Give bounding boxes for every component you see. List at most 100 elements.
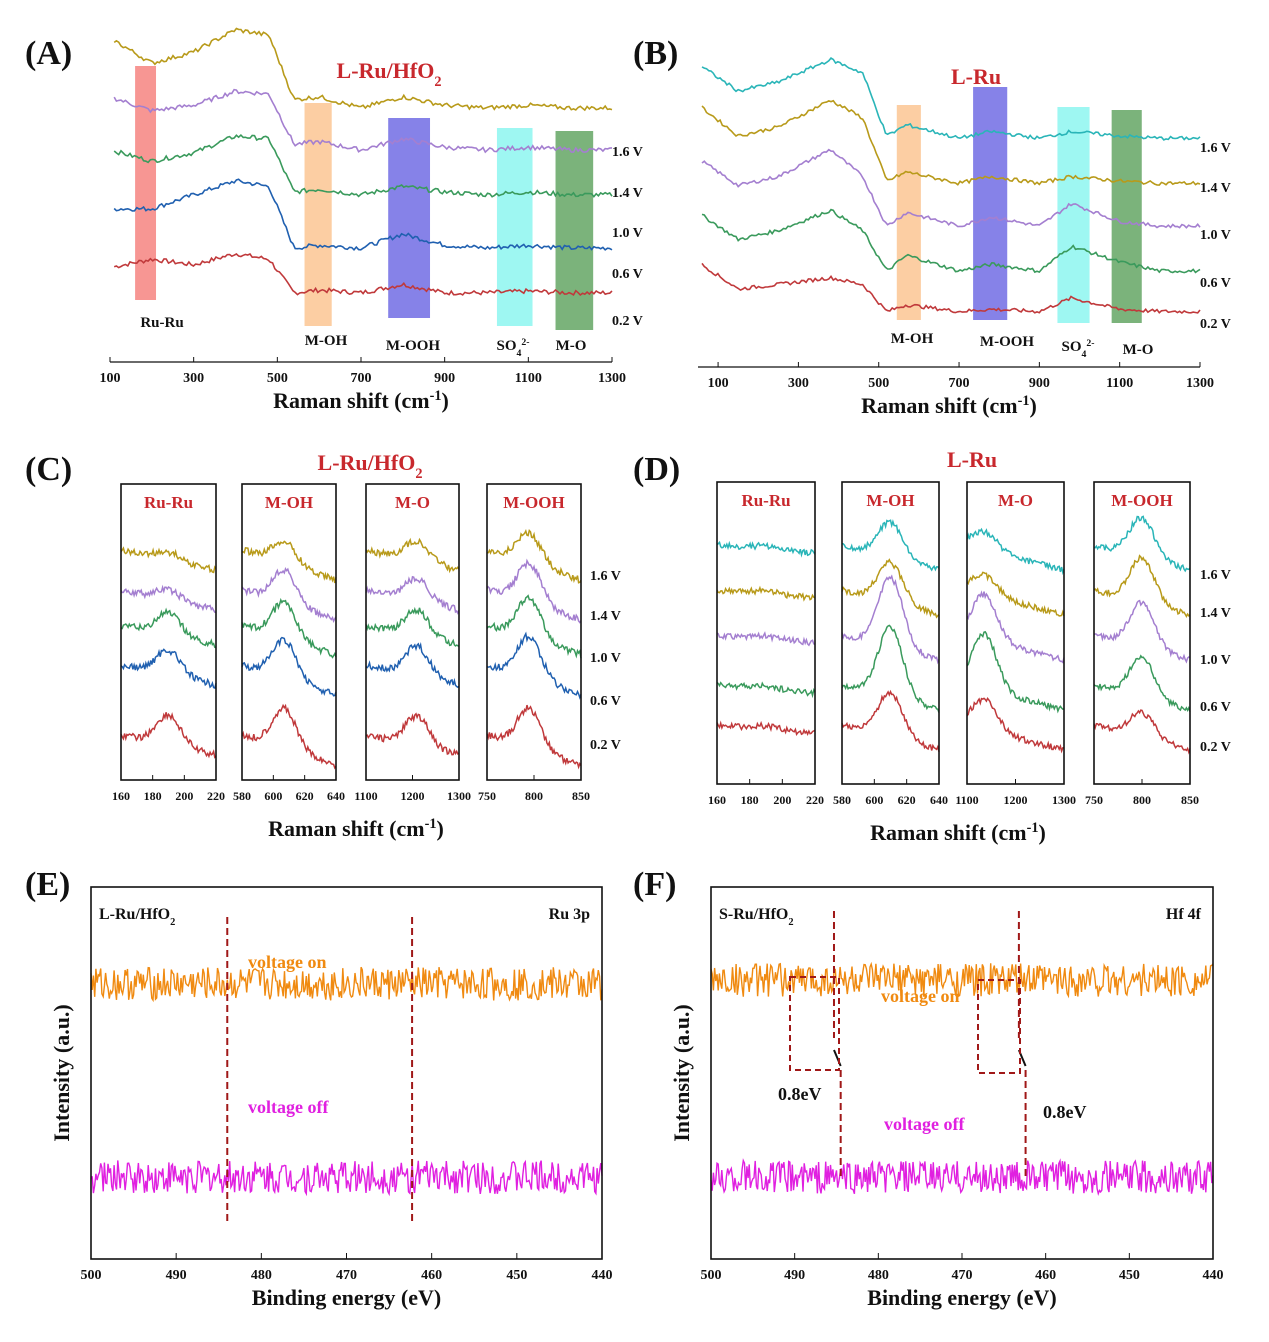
subpanel-title: Ru-Ru — [144, 493, 193, 512]
voltage-label: 0.2 V — [1200, 317, 1231, 332]
panel-label: (A) — [25, 35, 72, 72]
subpanel-series-16V — [1093, 515, 1191, 573]
x-tick-label: 640 — [930, 793, 948, 807]
legend-voltage-off: voltage off — [884, 1114, 965, 1134]
series-line-14V — [113, 88, 613, 154]
x-tick-label: 750 — [1085, 793, 1103, 807]
chart-title: L-Ru/HfO2 — [337, 58, 442, 90]
voltage-label: 1.6 V — [590, 569, 621, 584]
panel-label: (B) — [633, 35, 678, 72]
x-tick-label: 1100 — [955, 793, 978, 807]
x-tick-label: 500 — [868, 376, 889, 391]
shift-label-left: 0.8eV — [778, 1084, 822, 1104]
band-label-0: M-OH — [891, 331, 934, 347]
subpanel-series-16V — [241, 540, 337, 584]
voltage-label: 1.4 V — [612, 186, 643, 201]
subpanel-series-10V — [365, 606, 460, 648]
x-tick-label: 800 — [1133, 793, 1151, 807]
x-tick-label: 220 — [806, 793, 824, 807]
panel-label: (F) — [633, 866, 676, 903]
shift-label-right: 0.8eV — [1043, 1102, 1087, 1122]
x-tick-label: 160 — [112, 789, 130, 803]
series-line-02V — [701, 262, 1201, 315]
subpanel-series-10V — [841, 574, 940, 665]
x-tick-label: 800 — [525, 789, 543, 803]
series-line-02V — [113, 253, 613, 297]
subpanel-frame — [1093, 481, 1191, 785]
x-tick-label: 440 — [592, 1268, 613, 1283]
x-tick-label: 470 — [952, 1268, 973, 1283]
voltage-label: 1.4 V — [590, 609, 621, 624]
subpanel-series-06V — [120, 648, 217, 689]
subpanel-series-06V — [241, 636, 337, 697]
voltage-label: 0.2 V — [590, 738, 621, 753]
highlight-box — [789, 976, 840, 1071]
x-axis-title: Raman shift (cm-1) — [268, 816, 444, 841]
subpanel-series-10V — [966, 590, 1065, 664]
x-tick-label: 900 — [434, 371, 455, 386]
x-tick-label: 460 — [1035, 1268, 1056, 1283]
voltage-label: 1.0 V — [1200, 653, 1231, 668]
panel-label: (C) — [25, 451, 72, 488]
band-label-2: M-OOH — [386, 338, 440, 354]
subpanel-series-02V — [966, 696, 1065, 754]
subpanel-series-14V — [486, 558, 582, 624]
x-tick-label: 640 — [327, 789, 345, 803]
x-tick-label: 100 — [708, 376, 729, 391]
region-label: Hf 4f — [1166, 906, 1202, 923]
x-tick-label: 580 — [233, 789, 251, 803]
subpanel-title: Ru-Ru — [741, 491, 790, 510]
sample-label: L-Ru/HfO2 — [99, 906, 175, 928]
x-tick-label: 850 — [572, 789, 590, 803]
x-tick-label: 1300 — [1186, 376, 1214, 391]
subpanel-series-06V — [365, 642, 460, 689]
x-tick-label: 600 — [865, 793, 883, 807]
subpanel-series-16V — [120, 546, 217, 574]
series-line-10V — [113, 133, 613, 198]
subpanel-series-16V — [841, 519, 940, 572]
subpanel-title: M-OOH — [1111, 491, 1172, 510]
legend-voltage-on: voltage on — [881, 986, 960, 1006]
x-tick-label: 180 — [144, 789, 162, 803]
band-label-3: SO42- — [496, 337, 529, 359]
x-tick-label: 100 — [100, 371, 121, 386]
region-label: Ru 3p — [549, 906, 590, 923]
panel-label: (D) — [633, 451, 680, 488]
voltage-label: 1.6 V — [1200, 141, 1231, 156]
plot-frame — [90, 886, 603, 1260]
band-so — [1057, 107, 1090, 323]
x-tick-label: 1200 — [401, 789, 425, 803]
band-label-0: Ru-Ru — [140, 315, 183, 331]
x-axis-title: Binding energy (eV) — [867, 1285, 1056, 1310]
plot-frame — [710, 886, 1214, 1260]
x-tick-label: 1100 — [1106, 376, 1133, 391]
x-tick-label: 160 — [708, 793, 726, 807]
x-tick-label: 300 — [788, 376, 809, 391]
band-label-3: M-O — [1123, 342, 1154, 358]
x-axis-title: Binding energy (eV) — [252, 1285, 441, 1310]
subpanel-series-06V — [1093, 654, 1191, 712]
x-tick-label: 220 — [207, 789, 225, 803]
voltage-label: 0.6 V — [612, 267, 643, 282]
subpanel-series-02V — [241, 703, 337, 770]
voltage-label: 1.0 V — [1200, 228, 1231, 243]
legend-voltage-on: voltage on — [248, 952, 327, 972]
voltage-label: 0.2 V — [612, 314, 643, 329]
subpanel-series-02V — [486, 704, 582, 770]
y-axis-title: Intensity (a.u.) — [669, 1004, 694, 1142]
bands-layer — [135, 66, 1142, 330]
x-tick-label: 490 — [166, 1268, 187, 1283]
voltage-label: 0.6 V — [1200, 700, 1231, 715]
subpanel-series-02V — [716, 720, 816, 736]
panel-label: (E) — [25, 866, 70, 903]
series-line-16V — [113, 27, 613, 112]
subpanel-series-06V — [486, 631, 582, 700]
subpanel-series-06V — [716, 681, 816, 699]
subpanel-title: M-OOH — [503, 493, 564, 512]
band-mo — [555, 131, 594, 330]
subpanel-series-14V — [966, 571, 1065, 617]
xps-line-voltage-on — [710, 961, 1214, 999]
chart-title: L-Ru — [951, 64, 1001, 89]
subpanel-series-10V — [241, 597, 337, 659]
voltage-label: 1.6 V — [612, 145, 643, 160]
